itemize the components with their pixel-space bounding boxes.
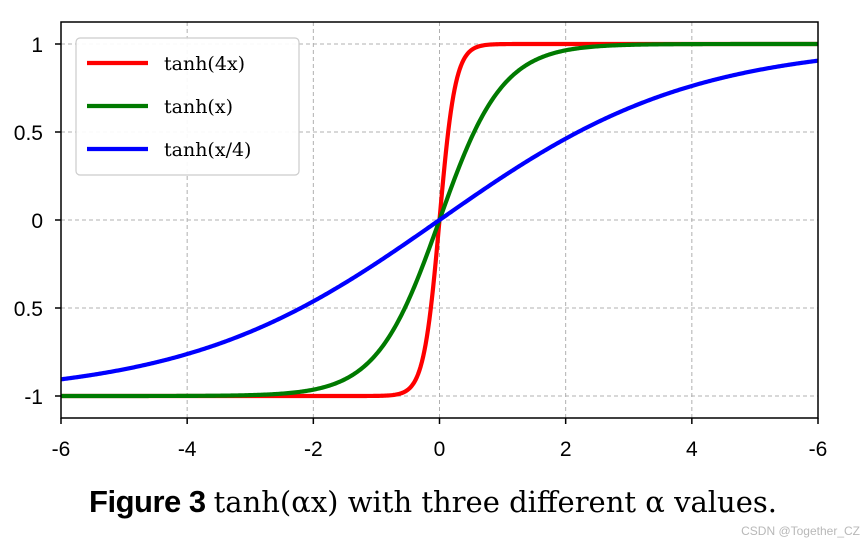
- x-tick-label: 4: [686, 438, 698, 461]
- legend-label: tanh(x): [164, 96, 233, 118]
- legend-label: tanh(4x): [164, 53, 245, 75]
- y-tick-label: 0.5: [14, 298, 43, 321]
- y-tick-label: 1: [31, 34, 43, 57]
- x-tick-label: -4: [178, 438, 197, 461]
- y-tick-label: -1: [24, 386, 43, 409]
- legend: tanh(4x) tanh(x) tanh(x/4): [75, 37, 300, 176]
- figure-caption: Figure 3 tanh(αx) with three different α …: [0, 484, 866, 520]
- y-tick-label: 0.5: [14, 122, 43, 145]
- legend-label: tanh(x/4): [164, 139, 251, 161]
- x-tick-label: -6: [809, 438, 828, 461]
- x-tick-label: 2: [560, 438, 572, 461]
- x-tick-label: -6: [52, 438, 71, 461]
- x-tick-label: 0: [434, 438, 446, 461]
- watermark: CSDN @Together_CZ: [741, 524, 860, 538]
- x-tick-label: -2: [304, 438, 323, 461]
- series-line-2: [60, 58, 819, 382]
- y-tick-label: 0: [31, 210, 43, 233]
- legend-box: [75, 37, 300, 176]
- series-lines: [60, 41, 819, 399]
- caption-text: tanh(αx) with three different α values.: [213, 485, 777, 519]
- axis-ticks: -6 -4 -2 0 2 4 -6 1 0.5 0 0.5 -1: [14, 34, 828, 461]
- tanh-chart: -6 -4 -2 0 2 4 -610.500.5-1 tanh(4x)tanh(x)tan…: [14, 21, 828, 461]
- figure-label: Figure 3: [89, 484, 206, 519]
